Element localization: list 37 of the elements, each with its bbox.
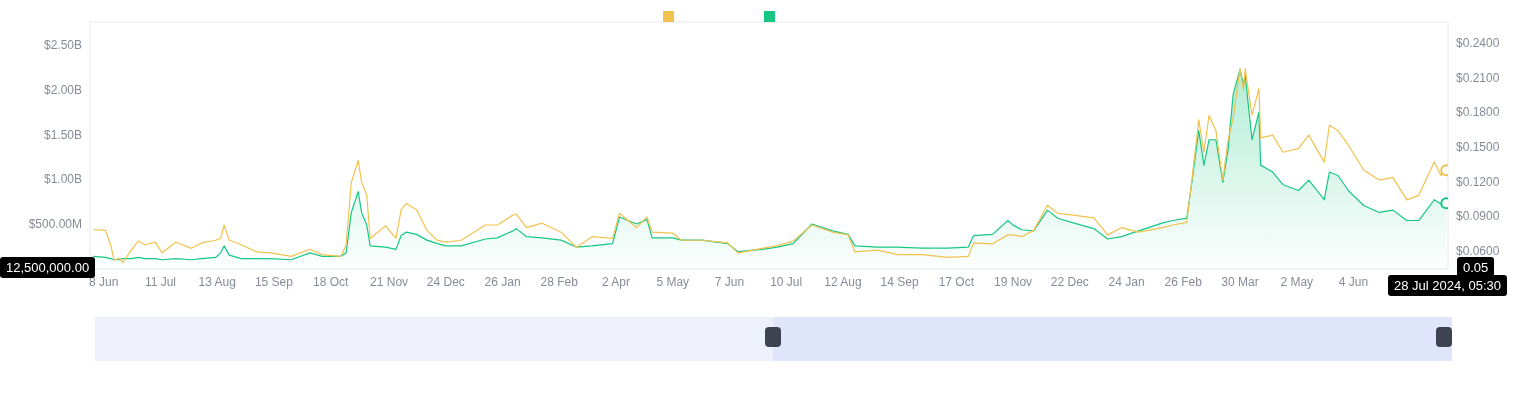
x-tick-label: 26 Jan [484,274,521,289]
x-tick-label: 13 Aug [198,274,236,289]
x-tick-label: 4 Jun [1338,274,1369,289]
x-tick-label: 21 Nov [370,274,409,289]
x-tick-label: 18 Oct [312,274,349,289]
x-tick-label: 2 Apr [601,274,631,289]
x-tick-label: 17 Oct [938,274,975,289]
x-tick-label: 28 Feb [540,274,579,289]
x-tick-label: 5 May [656,274,690,289]
y-tick-label: $500.00M [28,217,82,232]
y-tick-label: $1.50B [43,127,82,142]
x-tick-label: 7 Jun [714,274,745,289]
y2-tick-label: $0.1200 [1456,174,1500,189]
y-tick-label: $2.00B [43,82,82,97]
y-tick-label: $2.50B [43,37,82,52]
x-tick-label: 19 Nov [994,274,1033,289]
x-tick-label: 22 Dec [1050,274,1089,289]
x-tick-label: 24 Jan [1108,274,1145,289]
y2-tick-label: $0.2400 [1456,36,1500,51]
y-tick-label: $1.00B [43,172,82,187]
x-tick-label: 30 Mar [1221,274,1259,289]
x-tick-label: 24 Dec [426,274,465,289]
y2-tick-label: $0.2100 [1456,70,1500,85]
y2-tick-label: $0.1500 [1456,139,1500,154]
x-tick-label: 15 Sep [254,274,294,289]
x-tick-label: 14 Sep [880,274,919,289]
x-tick-label: 10 Jul [770,274,803,289]
x-tick-label: 26 Feb [1164,274,1203,289]
y2-tick-label: $0.0600 [1456,243,1500,258]
text: 12,500,000.00 [0,257,96,278]
y2-tick-label: $0.0900 [1456,209,1500,224]
x-tick-label: 2 May [1280,274,1314,289]
text: 0.05 [1457,257,1495,278]
text: 28 Jul 2024, 05:30 [1388,275,1507,296]
y2-tick-label: $0.1800 [1456,105,1500,120]
x-tick-label: 12 Aug [824,274,862,289]
x-tick-label: 11 Jul [144,274,177,289]
